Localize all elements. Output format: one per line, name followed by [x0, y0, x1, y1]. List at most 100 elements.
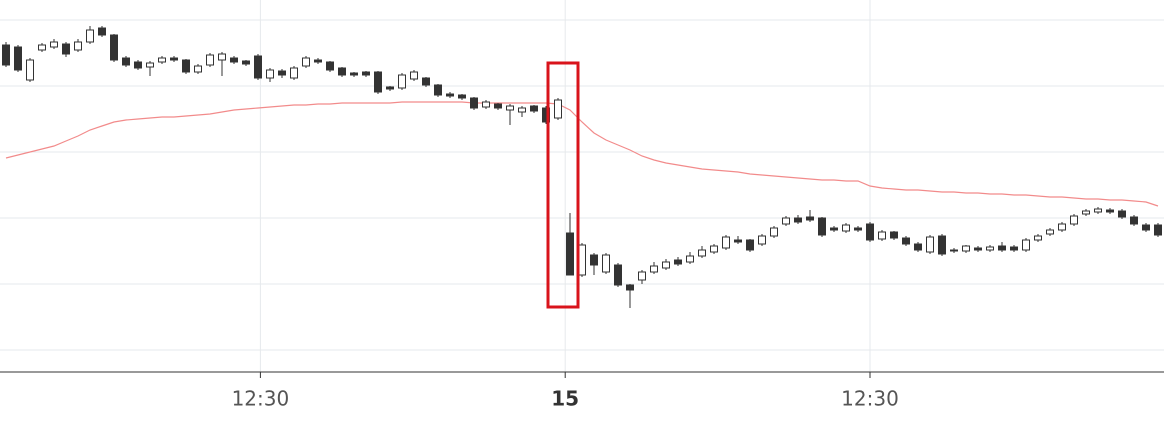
candle-body [170, 57, 178, 61]
candle-body [926, 236, 934, 253]
candle-body [62, 43, 70, 55]
candle-body [854, 227, 862, 231]
candle-body [986, 246, 994, 251]
plot [2, 26, 1162, 308]
candle-body [386, 86, 394, 90]
candle-body [2, 44, 10, 66]
candle-body [410, 71, 418, 80]
highlight-box [546, 61, 580, 309]
candle-body [890, 231, 898, 239]
candle-body [1058, 223, 1066, 231]
candle-body [950, 249, 958, 252]
candle-body [206, 54, 214, 66]
candle-body [482, 101, 490, 108]
candle-body [1022, 239, 1030, 251]
candle-body [158, 57, 166, 63]
candle-body [362, 71, 370, 76]
candle-body [578, 244, 586, 276]
candle-body [650, 265, 658, 273]
candle-body [938, 235, 946, 255]
candle-body [98, 27, 106, 36]
candle-body [398, 74, 406, 89]
candle-body [758, 235, 766, 245]
candle-body [50, 41, 58, 48]
candle-body [422, 77, 430, 86]
candle-body [1082, 210, 1090, 215]
candle-body [110, 34, 118, 61]
candle-body [470, 97, 478, 109]
candle-body [998, 245, 1006, 251]
candle-body [230, 57, 238, 63]
candle-body [674, 259, 682, 265]
candle-body [1094, 208, 1102, 213]
candle-body [182, 59, 190, 73]
candle-body [314, 59, 322, 63]
candle-body [878, 231, 886, 240]
candle-body [662, 261, 670, 269]
candle-body [1142, 224, 1150, 231]
candle-body [914, 243, 922, 251]
candle-body [146, 62, 154, 68]
candle-body [782, 217, 790, 225]
candle-body [14, 46, 22, 71]
candle-body [626, 284, 634, 291]
candle-body [806, 216, 814, 221]
candle-body [506, 105, 514, 111]
candle-body [614, 264, 622, 286]
candle-body [242, 60, 250, 65]
candle-body [770, 227, 778, 237]
candle-body [1010, 246, 1018, 251]
candle-body [590, 254, 598, 266]
candle-body [350, 72, 358, 76]
candle-body [566, 232, 574, 276]
candle-body [746, 239, 754, 251]
candle-body [266, 69, 274, 79]
candle-body [254, 55, 262, 79]
moving-average [5, 101, 1159, 207]
candle-body [638, 271, 646, 281]
candle-body [518, 107, 526, 113]
candle-body [842, 224, 850, 232]
candle-body [830, 227, 838, 231]
candle-body [302, 57, 310, 67]
candle-body [962, 245, 970, 252]
candle-body [818, 217, 826, 236]
candle-body [1046, 229, 1054, 235]
candle-body [734, 239, 742, 243]
candle-body [374, 71, 382, 93]
candle-body [530, 105, 538, 112]
candle-body [134, 61, 142, 69]
candle-body [1154, 224, 1162, 236]
candle-body [26, 59, 34, 81]
candle-body [686, 255, 694, 263]
candle-body [698, 249, 706, 257]
candle-body [494, 103, 502, 109]
grid [0, 0, 1164, 378]
candle-body [194, 65, 202, 73]
candle-body [710, 245, 718, 253]
candle-body [794, 217, 802, 223]
x-axis: 12:30 15 12:30 [232, 387, 899, 411]
candle-body [74, 41, 82, 51]
candle-body [338, 67, 346, 76]
candle-body [290, 67, 298, 79]
candle-body [974, 247, 982, 251]
candle-body [902, 237, 910, 245]
x-tick-label: 12:30 [232, 387, 290, 411]
candle-body [86, 29, 94, 43]
candle-body [278, 70, 286, 76]
candle-body [1118, 210, 1126, 218]
candle-body [122, 57, 130, 66]
candle-body [1034, 235, 1042, 241]
candle-body [722, 236, 730, 249]
candle-body [38, 44, 46, 51]
candle-body [1070, 215, 1078, 225]
candle-body [1130, 216, 1138, 225]
candle-body [1106, 209, 1114, 213]
candle-body [602, 254, 610, 273]
candle-body [554, 99, 562, 119]
x-tick-label: 15 [551, 387, 579, 411]
candle-body [218, 53, 226, 61]
x-tick-label: 12:30 [841, 387, 899, 411]
